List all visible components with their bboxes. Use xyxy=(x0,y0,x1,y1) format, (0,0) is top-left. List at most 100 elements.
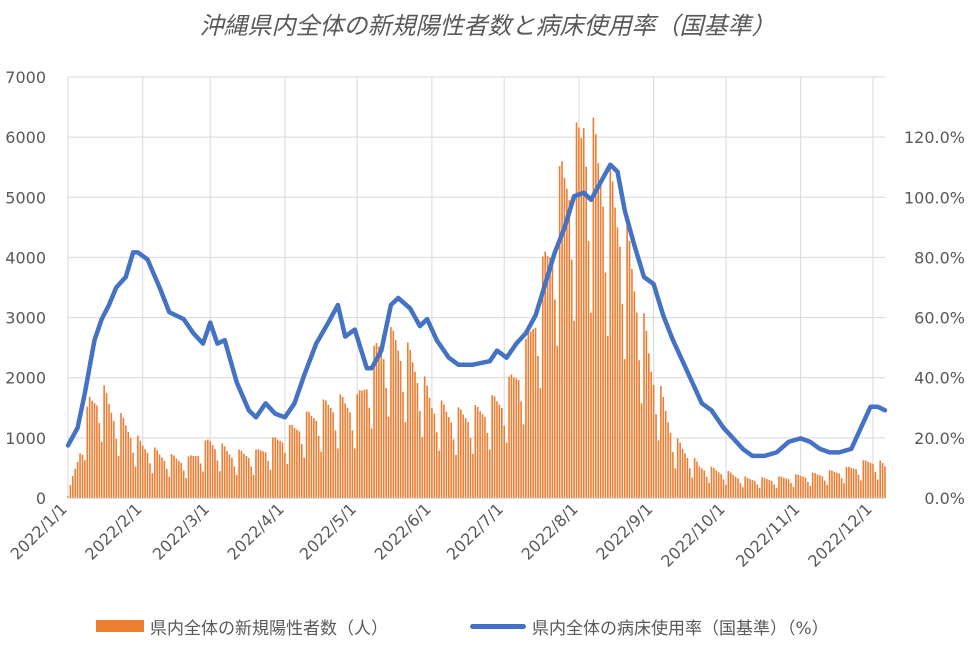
case-bar xyxy=(320,451,322,498)
case-bar xyxy=(515,378,518,498)
case-bar xyxy=(488,449,491,498)
case-bar xyxy=(857,474,860,498)
case-bar xyxy=(688,468,691,498)
case-bar xyxy=(628,240,631,499)
case-bar xyxy=(120,412,122,498)
case-bar xyxy=(640,403,643,498)
case-bar xyxy=(153,447,156,498)
case-bar xyxy=(578,127,580,499)
case-bar xyxy=(122,417,125,498)
legend-item-cases[interactable]: 県内全体の新規陽性者数（人） xyxy=(96,612,388,640)
case-bar xyxy=(594,134,597,499)
case-bar xyxy=(708,482,710,498)
case-bar xyxy=(175,458,178,498)
case-bar xyxy=(722,479,725,498)
case-bar xyxy=(170,454,173,498)
case-bar xyxy=(315,420,318,498)
case-bar xyxy=(474,404,477,498)
case-bar xyxy=(202,471,204,498)
case-bar xyxy=(621,304,624,498)
case-bar xyxy=(513,377,515,498)
case-bar xyxy=(137,435,139,498)
case-bar xyxy=(713,467,715,498)
legend-swatch-bed-rate xyxy=(470,623,526,629)
case-bar xyxy=(486,433,489,498)
case-bar xyxy=(833,471,836,498)
case-bar xyxy=(732,474,734,498)
case-bar xyxy=(811,472,814,498)
x-tick-label: 2022/8/1 xyxy=(518,499,582,563)
case-bar xyxy=(178,460,180,498)
case-bar xyxy=(402,391,404,498)
case-bar xyxy=(452,439,455,498)
case-bar xyxy=(717,472,720,498)
case-bar xyxy=(86,406,89,498)
case-bar xyxy=(729,472,732,498)
case-bar xyxy=(582,128,585,498)
case-bar xyxy=(874,471,877,498)
case-bar xyxy=(638,360,640,498)
case-bar xyxy=(67,496,69,498)
case-bar xyxy=(284,452,286,498)
case-bar xyxy=(310,415,313,498)
case-bar xyxy=(291,425,293,498)
case-bar xyxy=(561,161,563,498)
case-bar xyxy=(674,468,677,498)
y-right-tick-label: 60.0% xyxy=(914,309,965,328)
case-bar xyxy=(231,458,233,498)
case-bar xyxy=(696,461,698,498)
case-bar xyxy=(705,476,708,498)
case-bar xyxy=(650,371,653,498)
case-bar xyxy=(563,177,566,498)
case-bar xyxy=(380,352,383,498)
case-bar xyxy=(450,422,452,498)
case-bar xyxy=(479,411,481,498)
case-bar xyxy=(300,444,303,498)
case-bar xyxy=(773,484,775,498)
case-bar xyxy=(438,450,440,498)
case-bar xyxy=(84,460,86,498)
case-bar xyxy=(831,470,833,498)
legend-label-cases: 県内全体の新規陽性者数（人） xyxy=(150,618,388,639)
legend-item-bed-rate[interactable]: 県内全体の病床使用率（国基準）（%） xyxy=(470,612,829,640)
x-tick-label: 2022/1/1 xyxy=(7,499,71,563)
case-bar xyxy=(214,449,216,498)
case-bar xyxy=(91,400,93,498)
case-bar xyxy=(814,473,816,498)
case-bar xyxy=(250,466,252,498)
bed-rate-line xyxy=(65,162,888,459)
case-bar xyxy=(799,475,802,498)
case-bar xyxy=(481,414,484,498)
case-bar xyxy=(573,320,575,498)
case-bar xyxy=(664,410,667,498)
case-bar xyxy=(508,376,510,498)
case-bar xyxy=(864,460,867,498)
case-bar xyxy=(433,413,436,498)
case-bar xyxy=(587,240,590,498)
case-bar xyxy=(855,469,857,498)
y-left-tick-label: 0 xyxy=(36,489,46,508)
case-bar xyxy=(652,384,655,498)
case-bar xyxy=(703,470,706,498)
case-bar xyxy=(522,424,525,498)
case-bar xyxy=(756,484,759,498)
y-left-tick-label: 5000 xyxy=(5,188,46,207)
case-bar xyxy=(619,246,621,498)
case-bar xyxy=(761,477,763,498)
case-bar xyxy=(233,466,236,498)
case-bar xyxy=(243,453,245,498)
case-bar xyxy=(770,480,773,498)
case-bar xyxy=(532,328,534,498)
case-bar xyxy=(751,479,754,498)
case-bar xyxy=(525,338,527,498)
legend-label-bed-rate: 県内全体の病床使用率（国基準）（%） xyxy=(532,618,829,639)
case-bar xyxy=(611,181,614,498)
case-bar xyxy=(163,460,166,498)
case-bar xyxy=(597,163,600,498)
case-bar xyxy=(867,461,869,498)
y-left-tick-label: 2000 xyxy=(5,369,46,388)
case-bar xyxy=(392,330,395,498)
case-bar xyxy=(353,448,356,498)
case-bar xyxy=(112,420,115,498)
